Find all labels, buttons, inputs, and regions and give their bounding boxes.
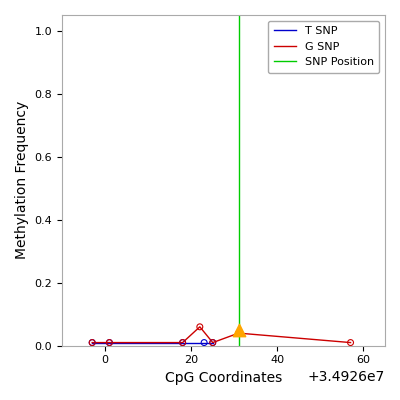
Point — [180, 339, 186, 346]
Point — [180, 339, 186, 346]
Point — [197, 324, 203, 330]
Legend: T SNP, G SNP, SNP Position: T SNP, G SNP, SNP Position — [268, 20, 380, 73]
Point — [89, 339, 95, 346]
Point — [210, 339, 216, 346]
Point — [106, 339, 112, 346]
Point — [106, 339, 112, 346]
Y-axis label: Methylation Frequency: Methylation Frequency — [15, 101, 29, 260]
Point — [235, 327, 242, 333]
Point — [201, 339, 207, 346]
Point — [210, 339, 216, 346]
X-axis label: CpG Coordinates: CpG Coordinates — [165, 371, 282, 385]
Point — [347, 339, 354, 346]
Point — [235, 330, 242, 336]
Point — [89, 339, 95, 346]
